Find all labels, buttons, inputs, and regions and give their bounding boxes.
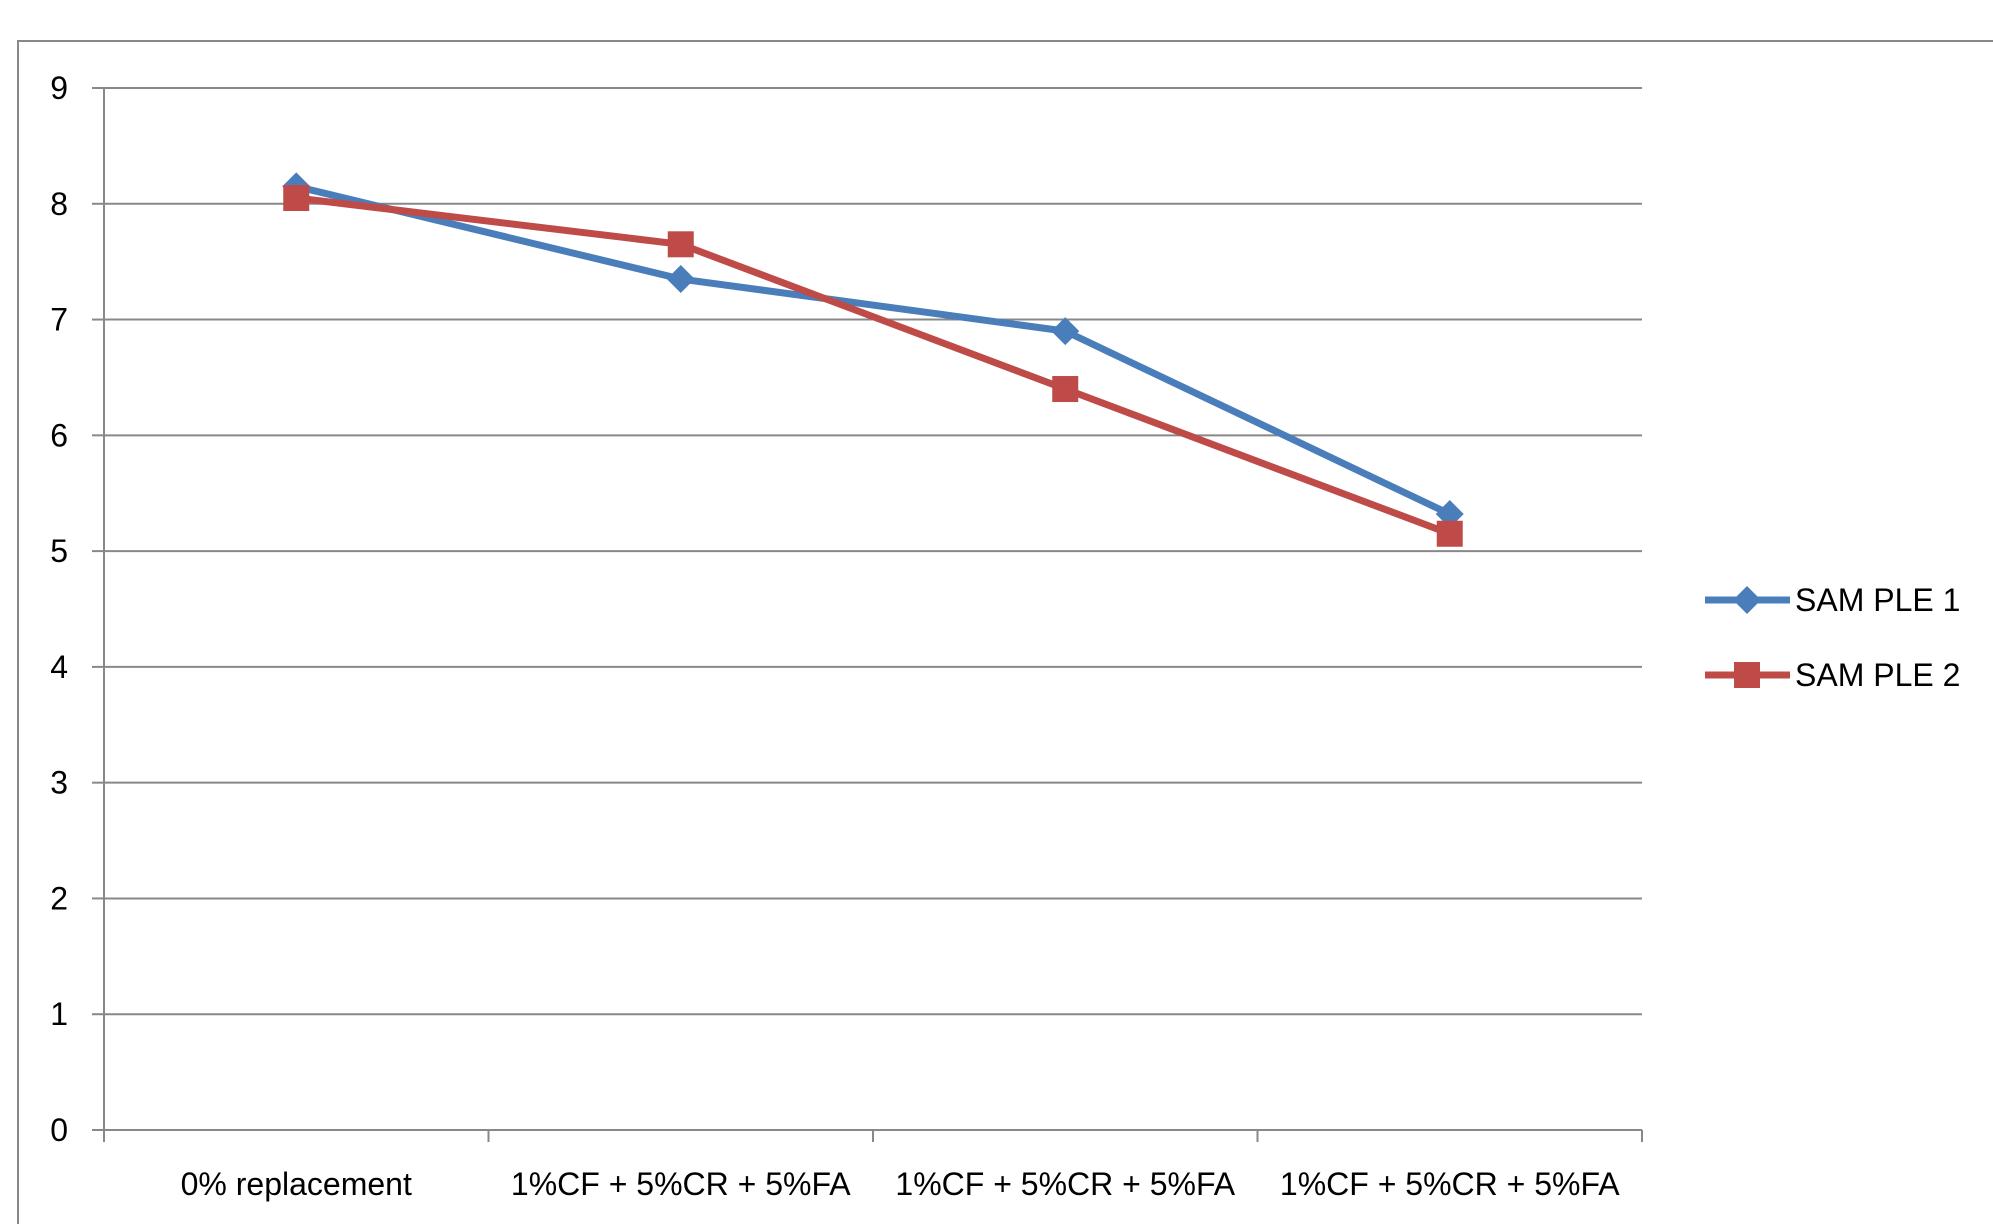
series-line-1 [295,183,1452,518]
y-tick-label: 1 [50,996,68,1032]
data-point-square [1734,662,1760,688]
legend-label: SAM PLE 1 [1795,582,1960,618]
x-tick-label: 0% replacement [181,1166,412,1202]
data-point-square [667,231,694,258]
y-tick-label: 4 [50,649,68,685]
series-line-2 [295,194,1451,538]
data-point-diamond [666,265,695,294]
legend-label: SAM PLE 2 [1795,657,1960,693]
y-tick-label: 2 [50,880,68,916]
y-tick-label: 6 [50,417,68,453]
x-tick-label: 1%CF + 5%CR + 5%FA [895,1166,1235,1202]
y-tick-label: 9 [50,70,68,106]
data-point-diamond [1733,586,1761,614]
y-tick-label: 3 [50,765,68,801]
data-point-square [283,184,310,211]
data-point-diamond [1051,317,1080,346]
x-tick-label: 1%CF + 5%CR + 5%FA [511,1166,851,1202]
y-tick-label: 0 [50,1112,68,1148]
data-point-square [1436,520,1463,547]
data-point-square [1052,376,1079,403]
x-tick-label: 1%CF + 5%CR + 5%FA [1280,1166,1620,1202]
chart-frame [17,40,1993,1224]
y-tick-label: 7 [50,302,68,338]
y-tick-label: 5 [50,533,68,569]
y-tick-label: 8 [50,186,68,222]
